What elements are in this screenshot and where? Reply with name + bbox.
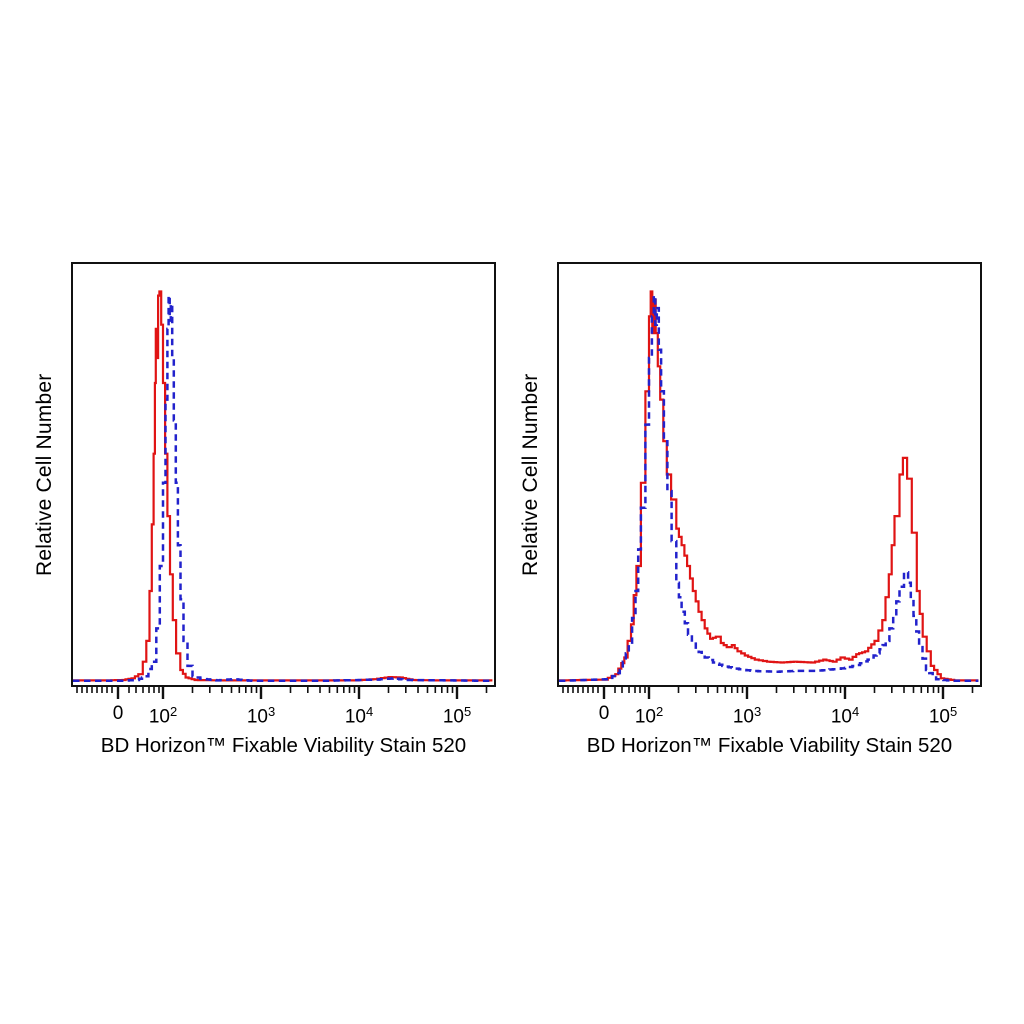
x-tick-label: 105 (442, 704, 472, 728)
x-axis-label: BD Horizon™ Fixable Viability Stain 520 (100, 734, 467, 757)
x-tick-label: 0 (112, 703, 124, 724)
x-tick-label: 0 (598, 703, 610, 724)
x-axis-label: BD Horizon™ Fixable Viability Stain 520 (586, 734, 953, 757)
x-tick-label: 105 (928, 704, 958, 728)
y-axis-label: Relative Cell Number (519, 373, 542, 576)
histogram-curve-red-solid (559, 290, 979, 682)
x-tick-label: 102 (148, 704, 178, 728)
histogram-curve-blue-dashed (559, 294, 979, 683)
x-axis-major-ticks (116, 686, 459, 699)
histogram-curve-blue-dashed (73, 294, 493, 683)
histogram-curve-red-solid (73, 290, 493, 682)
x-tick-label: 104 (830, 704, 860, 728)
x-axis-major-ticks (602, 686, 945, 699)
x-axis-minor-ticks (562, 686, 974, 693)
y-axis-label: Relative Cell Number (33, 373, 56, 576)
flow-histogram-plot (71, 262, 496, 699)
histogram-panel-right: BD Horizon™ Fixable Viability Stain 520 … (557, 262, 982, 772)
x-tick-label: 103 (246, 704, 276, 728)
plot-border (71, 262, 496, 687)
x-axis-minor-ticks (76, 686, 488, 693)
x-tick-label: 102 (634, 704, 664, 728)
x-tick-label: 104 (344, 704, 374, 728)
x-tick-label: 103 (732, 704, 762, 728)
plot-border (557, 262, 982, 687)
histogram-panel-left: BD Horizon™ Fixable Viability Stain 520 … (71, 262, 496, 772)
flow-histogram-plot (557, 262, 982, 699)
